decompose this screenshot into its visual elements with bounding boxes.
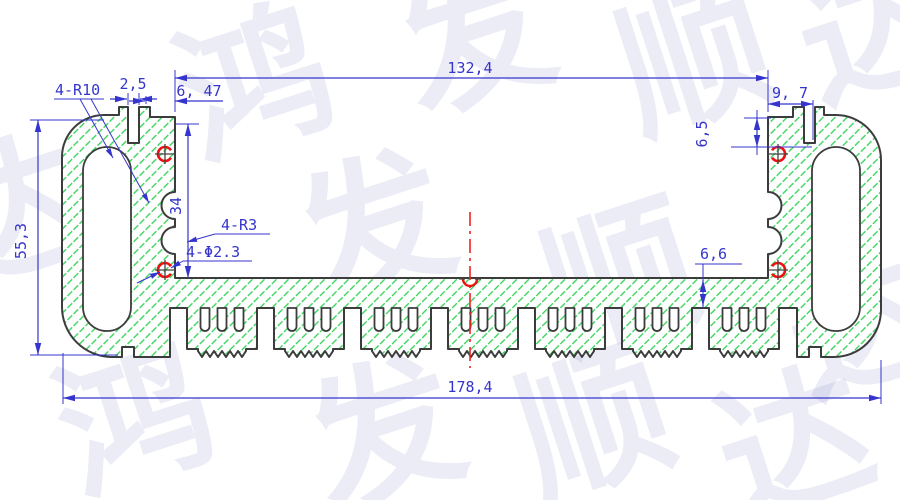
fin-slot	[303, 307, 315, 332]
fin-slot	[216, 307, 228, 332]
fin-slot	[320, 307, 332, 332]
fin-slot	[199, 307, 211, 332]
dim-label: 132,4	[447, 59, 492, 77]
screw-hole-markers	[155, 144, 788, 288]
fin-slot	[668, 307, 680, 332]
fin-slot	[373, 307, 385, 332]
fin-slot	[460, 307, 472, 332]
center-hole-marker	[461, 278, 479, 288]
fin-slot	[721, 307, 733, 332]
fin-slot	[390, 307, 402, 332]
fin-slot	[634, 307, 646, 332]
extrusion-profile	[61, 106, 882, 358]
dim-overall-height: 55,3	[12, 119, 118, 356]
right-arm-slot	[811, 146, 861, 332]
fin-slot	[651, 307, 663, 332]
dim-right-offset: 9, 7	[768, 84, 814, 140]
fin-slot	[477, 307, 489, 332]
dim-base-thickness: 6,6	[695, 245, 742, 308]
dim-right-step-depth: 6,5	[693, 110, 812, 155]
dim-label: 6,5	[693, 120, 711, 147]
dim-label: 9, 7	[772, 84, 808, 102]
fin-slot	[547, 307, 559, 332]
dim-label: 2,5	[119, 75, 146, 93]
dim-label: 34	[167, 197, 185, 215]
dim-tab-offset: 6, 47	[129, 82, 223, 105]
fin-slot	[738, 307, 750, 332]
dim-inner-height: 34	[167, 123, 199, 278]
fin-slot	[581, 307, 593, 332]
radius-label: 4-R10	[55, 81, 100, 99]
label-corner-radius: 4-R10	[54, 81, 150, 204]
dim-top-width: 132,4	[174, 59, 769, 112]
hole-label: 4-Φ2.3	[186, 243, 240, 261]
fin-slot	[407, 307, 419, 332]
label-hole-diameter: 4-Φ2.3	[136, 243, 252, 284]
left-arm-slot	[82, 146, 132, 332]
dim-label: 178,4	[447, 378, 492, 396]
fin-slot	[286, 307, 298, 332]
dim-overall-width: 178,4	[62, 353, 882, 404]
fin-slot	[494, 307, 506, 332]
radius-label: 4-R3	[221, 216, 257, 234]
fin-slot	[755, 307, 767, 332]
dim-label: 55,3	[12, 223, 30, 259]
profile-body	[61, 106, 882, 358]
dim-label: 6, 47	[176, 82, 221, 100]
label-fillet-radius: 4-R3	[186, 216, 270, 243]
fin-slot	[233, 307, 245, 332]
fin-slot	[564, 307, 576, 332]
dim-label: 6,6	[700, 245, 727, 263]
